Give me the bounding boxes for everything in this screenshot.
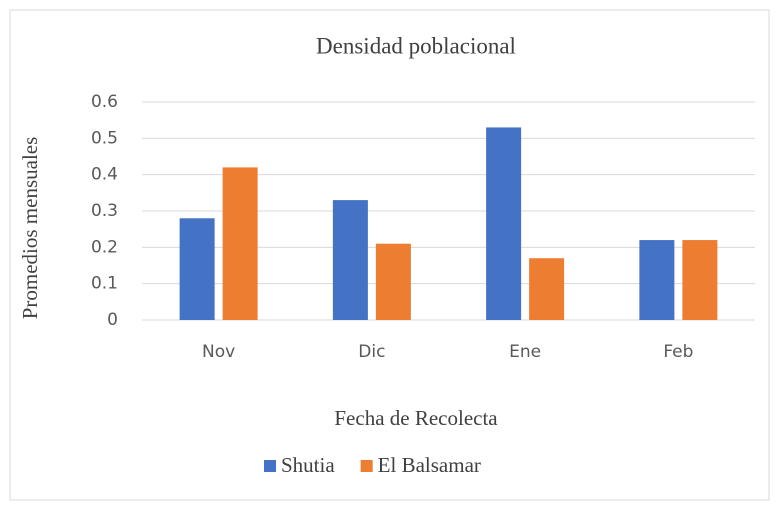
y-tick-label: 0.5 [91,128,118,148]
y-tick-label: 0 [107,310,118,330]
bar [332,200,368,320]
y-tick-label: 0.2 [91,237,118,257]
bar [375,243,411,320]
bar [682,240,718,320]
legend-label: Shutia [281,453,335,477]
bar [222,167,258,320]
x-tick-label: Feb [663,342,693,362]
y-axis-title: Promedios mensuales [18,137,42,320]
bar [486,127,522,320]
legend-swatch [360,460,373,472]
x-tick-label: Nov [202,342,235,362]
y-tick-label: 0.3 [91,201,118,221]
y-tick-label: 0.1 [91,274,118,294]
bar [639,240,675,320]
bar [529,258,565,320]
legend-swatch [264,460,276,472]
x-tick-label: Dic [358,342,385,362]
x-axis-title: Fecha de Recolecta [334,406,498,430]
y-tick-label: 0.6 [91,92,118,112]
x-tick-label: Ene [509,342,541,362]
y-tick-label: 0.4 [91,165,118,185]
legend-label: El Balsamar [378,453,481,477]
chart-title: Densidad poblacional [316,33,516,58]
bar [179,218,215,320]
